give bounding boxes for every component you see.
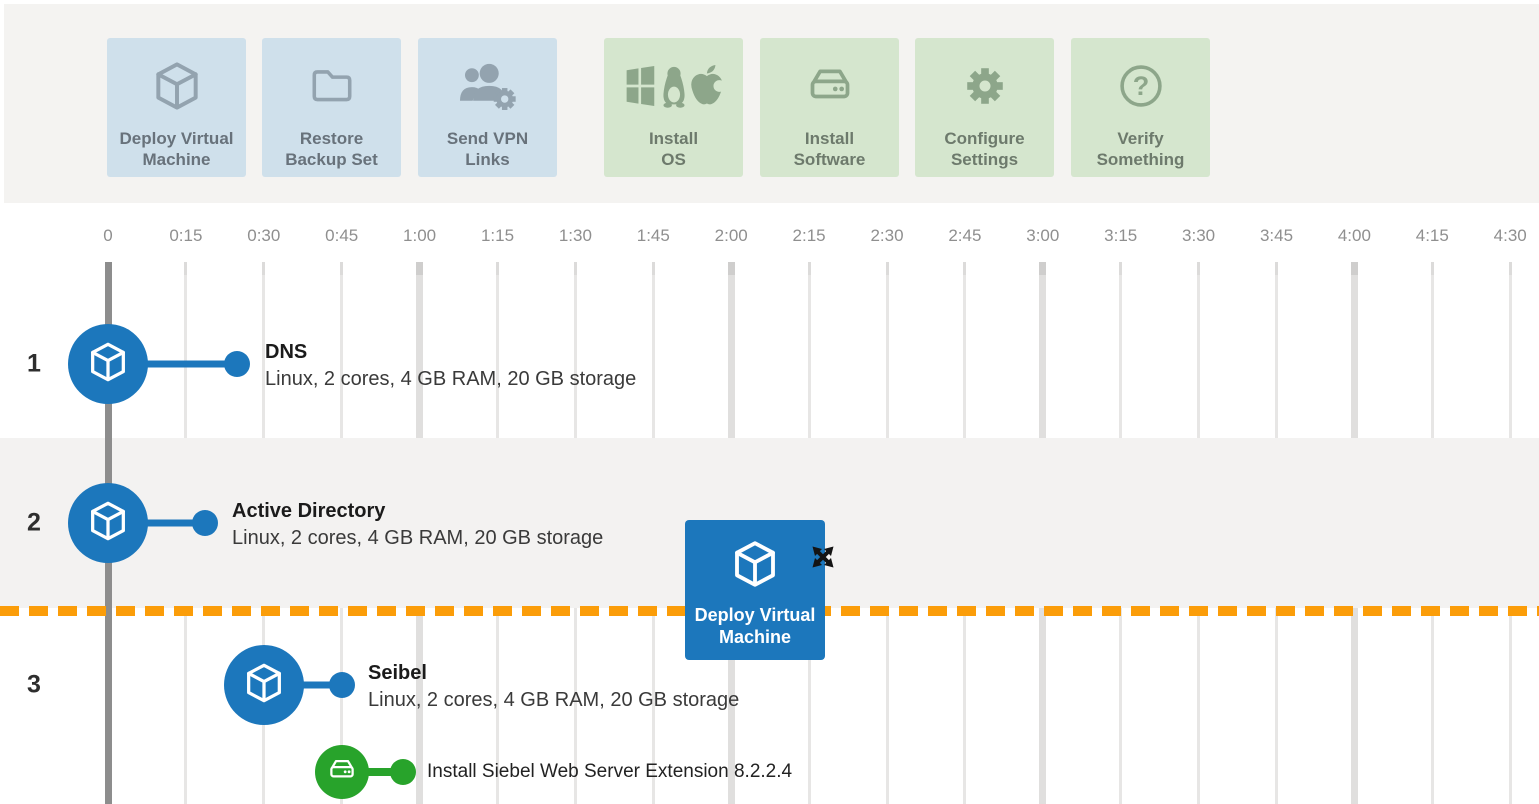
axis-tick-label: 4:30 bbox=[1493, 226, 1527, 245]
axis-tick-label: 0 bbox=[103, 226, 113, 245]
gridline-tick bbox=[1350, 262, 1358, 275]
cube-icon bbox=[241, 660, 287, 711]
toolbar-button-restore-backup-set[interactable]: Restore Backup Set bbox=[262, 38, 401, 177]
axis-tick-label: 0:45 bbox=[325, 226, 359, 245]
milestone-label: Seibel Linux, 2 cores, 4 GB RAM, 20 GB st… bbox=[368, 660, 739, 714]
gridline-tick bbox=[885, 262, 889, 275]
toolbar-panel: Deploy Virtual Machine Restore Backup Set… bbox=[4, 4, 1539, 203]
gridline-tick bbox=[184, 262, 188, 275]
connector-dot bbox=[390, 759, 416, 785]
move-arrows-icon bbox=[808, 542, 838, 572]
toolbar-button-label: Configure Settings bbox=[944, 129, 1025, 169]
milestone-subtitle: Linux, 2 cores, 4 GB RAM, 20 GB storage bbox=[232, 527, 604, 549]
axis-tick-label: 2:15 bbox=[792, 226, 826, 245]
gridline-tick bbox=[416, 262, 424, 275]
axis-tick-label: 3:15 bbox=[1104, 226, 1138, 245]
svg-text:?: ? bbox=[1132, 71, 1149, 101]
cube-icon bbox=[85, 498, 131, 549]
toolbar-button-label: Deploy Virtual Machine bbox=[119, 129, 234, 169]
milestone-label: Active Directory Linux, 2 cores, 4 GB RAM… bbox=[232, 498, 603, 552]
connector-line bbox=[341, 768, 403, 776]
toolbar-button-deploy-virtual-machine[interactable]: Deploy Virtual Machine bbox=[107, 38, 246, 177]
row-number: 2 bbox=[27, 508, 41, 537]
axis-tick-label: 3:30 bbox=[1182, 226, 1216, 245]
axis-tick-label: 4:15 bbox=[1415, 226, 1449, 245]
axis-tick-label: 0:30 bbox=[247, 226, 281, 245]
gridline-tick bbox=[262, 262, 266, 275]
milestone-subtitle: Linux, 2 cores, 4 GB RAM, 20 GB storage bbox=[368, 689, 740, 711]
milestone-title: Active Directory bbox=[232, 500, 386, 522]
subtask-label: Install Siebel Web Server Extension 8.2.… bbox=[427, 761, 793, 782]
connector-dot bbox=[224, 351, 250, 377]
toolbar-button-label: Verify Something bbox=[1096, 129, 1185, 169]
toolbar-button-label: Install Software bbox=[793, 129, 866, 169]
axis-tick-label: 0:15 bbox=[169, 226, 203, 245]
toolbar-button-label: Restore Backup Set bbox=[285, 129, 378, 169]
milestone-subtitle: Linux, 2 cores, 4 GB RAM, 20 GB storage bbox=[265, 368, 637, 390]
gridline-tick bbox=[1119, 262, 1123, 275]
question-icon: ? bbox=[1114, 56, 1168, 116]
gridline-tick bbox=[496, 262, 499, 275]
connector-dot bbox=[329, 672, 355, 698]
milestone-node-dns[interactable] bbox=[68, 324, 148, 404]
axis-tick-label: 1:00 bbox=[403, 226, 437, 245]
drive-icon bbox=[802, 56, 858, 116]
users-gear-icon bbox=[457, 56, 519, 116]
subtask-node[interactable] bbox=[314, 745, 369, 799]
gridline-tick bbox=[1508, 262, 1512, 275]
gridline-tick bbox=[573, 262, 577, 275]
gridline-tick bbox=[651, 262, 655, 275]
gridline-tick bbox=[727, 262, 735, 275]
milestone-label: DNS Linux, 2 cores, 4 GB RAM, 20 GB stora… bbox=[265, 339, 636, 393]
toolbar-button-label: Send VPN Links bbox=[446, 129, 529, 169]
gridline-tick bbox=[1430, 262, 1434, 275]
axis-tick-label: 3:00 bbox=[1026, 226, 1060, 245]
axis-tick-label: 1:15 bbox=[480, 226, 515, 245]
gridline-tick bbox=[1039, 262, 1047, 275]
cube-icon bbox=[85, 339, 131, 390]
gridline-tick bbox=[340, 262, 344, 275]
axis-tick-label: 3:45 bbox=[1259, 226, 1294, 245]
axis-tick-label: 1:45 bbox=[636, 226, 670, 245]
axis-tick-label: 2:45 bbox=[948, 226, 982, 245]
connector-dot bbox=[192, 510, 218, 536]
toolbar-button-verify-something[interactable]: ? Verify Something bbox=[1071, 38, 1210, 177]
axis-tick-label: 4:00 bbox=[1337, 226, 1371, 245]
milestone-node-seibel[interactable] bbox=[223, 645, 304, 725]
row-number: 3 bbox=[27, 670, 41, 699]
axis-tick-label: 2:00 bbox=[714, 226, 748, 245]
toolbar-button-send-vpn-links[interactable]: Send VPN Links bbox=[418, 38, 557, 177]
gridline-tick bbox=[807, 262, 811, 275]
connector-line bbox=[108, 519, 205, 527]
dragged-tile-label: Deploy Virtual Machine bbox=[694, 605, 816, 647]
toolbar-button-configure-settings[interactable]: Configure Settings bbox=[915, 38, 1054, 177]
milestone-node-active-directory[interactable] bbox=[68, 483, 148, 563]
milestone-title: DNS bbox=[265, 341, 308, 363]
connector-line bbox=[108, 360, 237, 368]
gear-icon bbox=[958, 56, 1012, 116]
axis-tick-label: 2:30 bbox=[870, 226, 904, 245]
gridline-tick bbox=[1197, 262, 1201, 275]
os-logos-icon bbox=[624, 56, 724, 116]
row-number: 1 bbox=[27, 349, 41, 378]
gridline-tick bbox=[1275, 262, 1278, 275]
folder-icon bbox=[304, 56, 360, 116]
cube-icon bbox=[728, 536, 782, 592]
gridline-tick bbox=[963, 262, 967, 275]
toolbar-button-install-os[interactable]: Install OS bbox=[604, 38, 743, 177]
drive-icon bbox=[325, 753, 359, 792]
dragged-deploy-vm-tile[interactable]: Deploy Virtual Machine bbox=[685, 520, 825, 660]
milestone-title: Seibel bbox=[368, 662, 427, 684]
axis-tick-label: 1:30 bbox=[558, 226, 592, 245]
toolbar-button-install-software[interactable]: Install Software bbox=[760, 38, 899, 177]
toolbar-button-label: Install OS bbox=[648, 129, 699, 169]
cube-icon bbox=[149, 56, 205, 116]
